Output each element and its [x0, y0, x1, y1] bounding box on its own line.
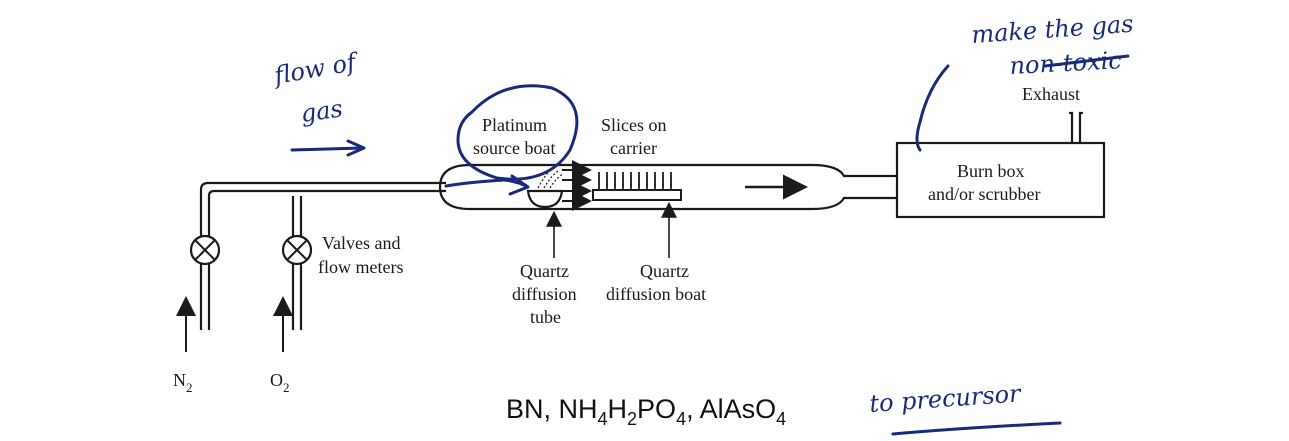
handwritten-to-precursor: to precursor — [868, 379, 1062, 436]
handwritten-flow-stroke — [444, 178, 528, 188]
platinum-label: Platinum — [482, 115, 547, 135]
quartz-tube-label-3: tube — [530, 307, 561, 327]
vapor-flow-arrows — [562, 160, 592, 211]
source-vapor-lines — [537, 167, 564, 189]
quartz-boat-label-1: Quartz — [640, 261, 689, 281]
quartz-boat-label-2: diffusion boat — [606, 284, 706, 304]
n2-label: N2 — [173, 370, 193, 395]
burn-box-label-1: Burn box — [957, 161, 1025, 181]
wafer-slices — [598, 172, 672, 190]
exhaust-chimney — [1069, 111, 1083, 143]
svg-text:make the gas: make the gas — [970, 10, 1134, 49]
quartz-diffusion-tube — [438, 163, 896, 211]
quartz-tube-label-2: diffusion — [512, 284, 577, 304]
handwritten-flow-stroke-head-icon — [508, 174, 530, 196]
handwritten-flow-arrow-icon — [290, 146, 364, 152]
platinum-source-boat — [526, 189, 564, 209]
burn-box — [895, 141, 1106, 219]
valves-label: Valves and — [322, 233, 400, 253]
carrier-label: carrier — [610, 138, 657, 158]
svg-text:flow of: flow of — [270, 47, 362, 90]
quartz-tube-label-1: Quartz — [520, 261, 569, 281]
valves-label-2: flow meters — [318, 257, 403, 277]
slices-label: Slices on — [601, 115, 667, 135]
quartz-diffusion-boat — [592, 172, 682, 201]
handwritten-make-non-toxic: make the gas non-toxic — [970, 10, 1134, 80]
handwritten-strikethrough — [1043, 54, 1130, 68]
burn-box-label-2: and/or scrubber — [928, 184, 1040, 204]
o2-valve-icon — [281, 234, 313, 266]
o2-label: O2 — [270, 370, 290, 395]
handwritten-circle-icon — [456, 84, 579, 181]
svg-text:gas: gas — [299, 94, 344, 128]
n2-valve-icon — [189, 234, 221, 266]
exhaust-label: Exhaust — [1022, 84, 1080, 104]
handwritten-flow-of-gas: flow of gas — [270, 47, 366, 157]
svg-text:to precursor: to precursor — [868, 379, 1022, 418]
source-boat-label: source boat — [473, 138, 555, 158]
handwritten-pointer-stroke — [915, 64, 950, 152]
precursor-formula: BN, NH4H2PO4, AlAsO4 — [506, 394, 786, 429]
